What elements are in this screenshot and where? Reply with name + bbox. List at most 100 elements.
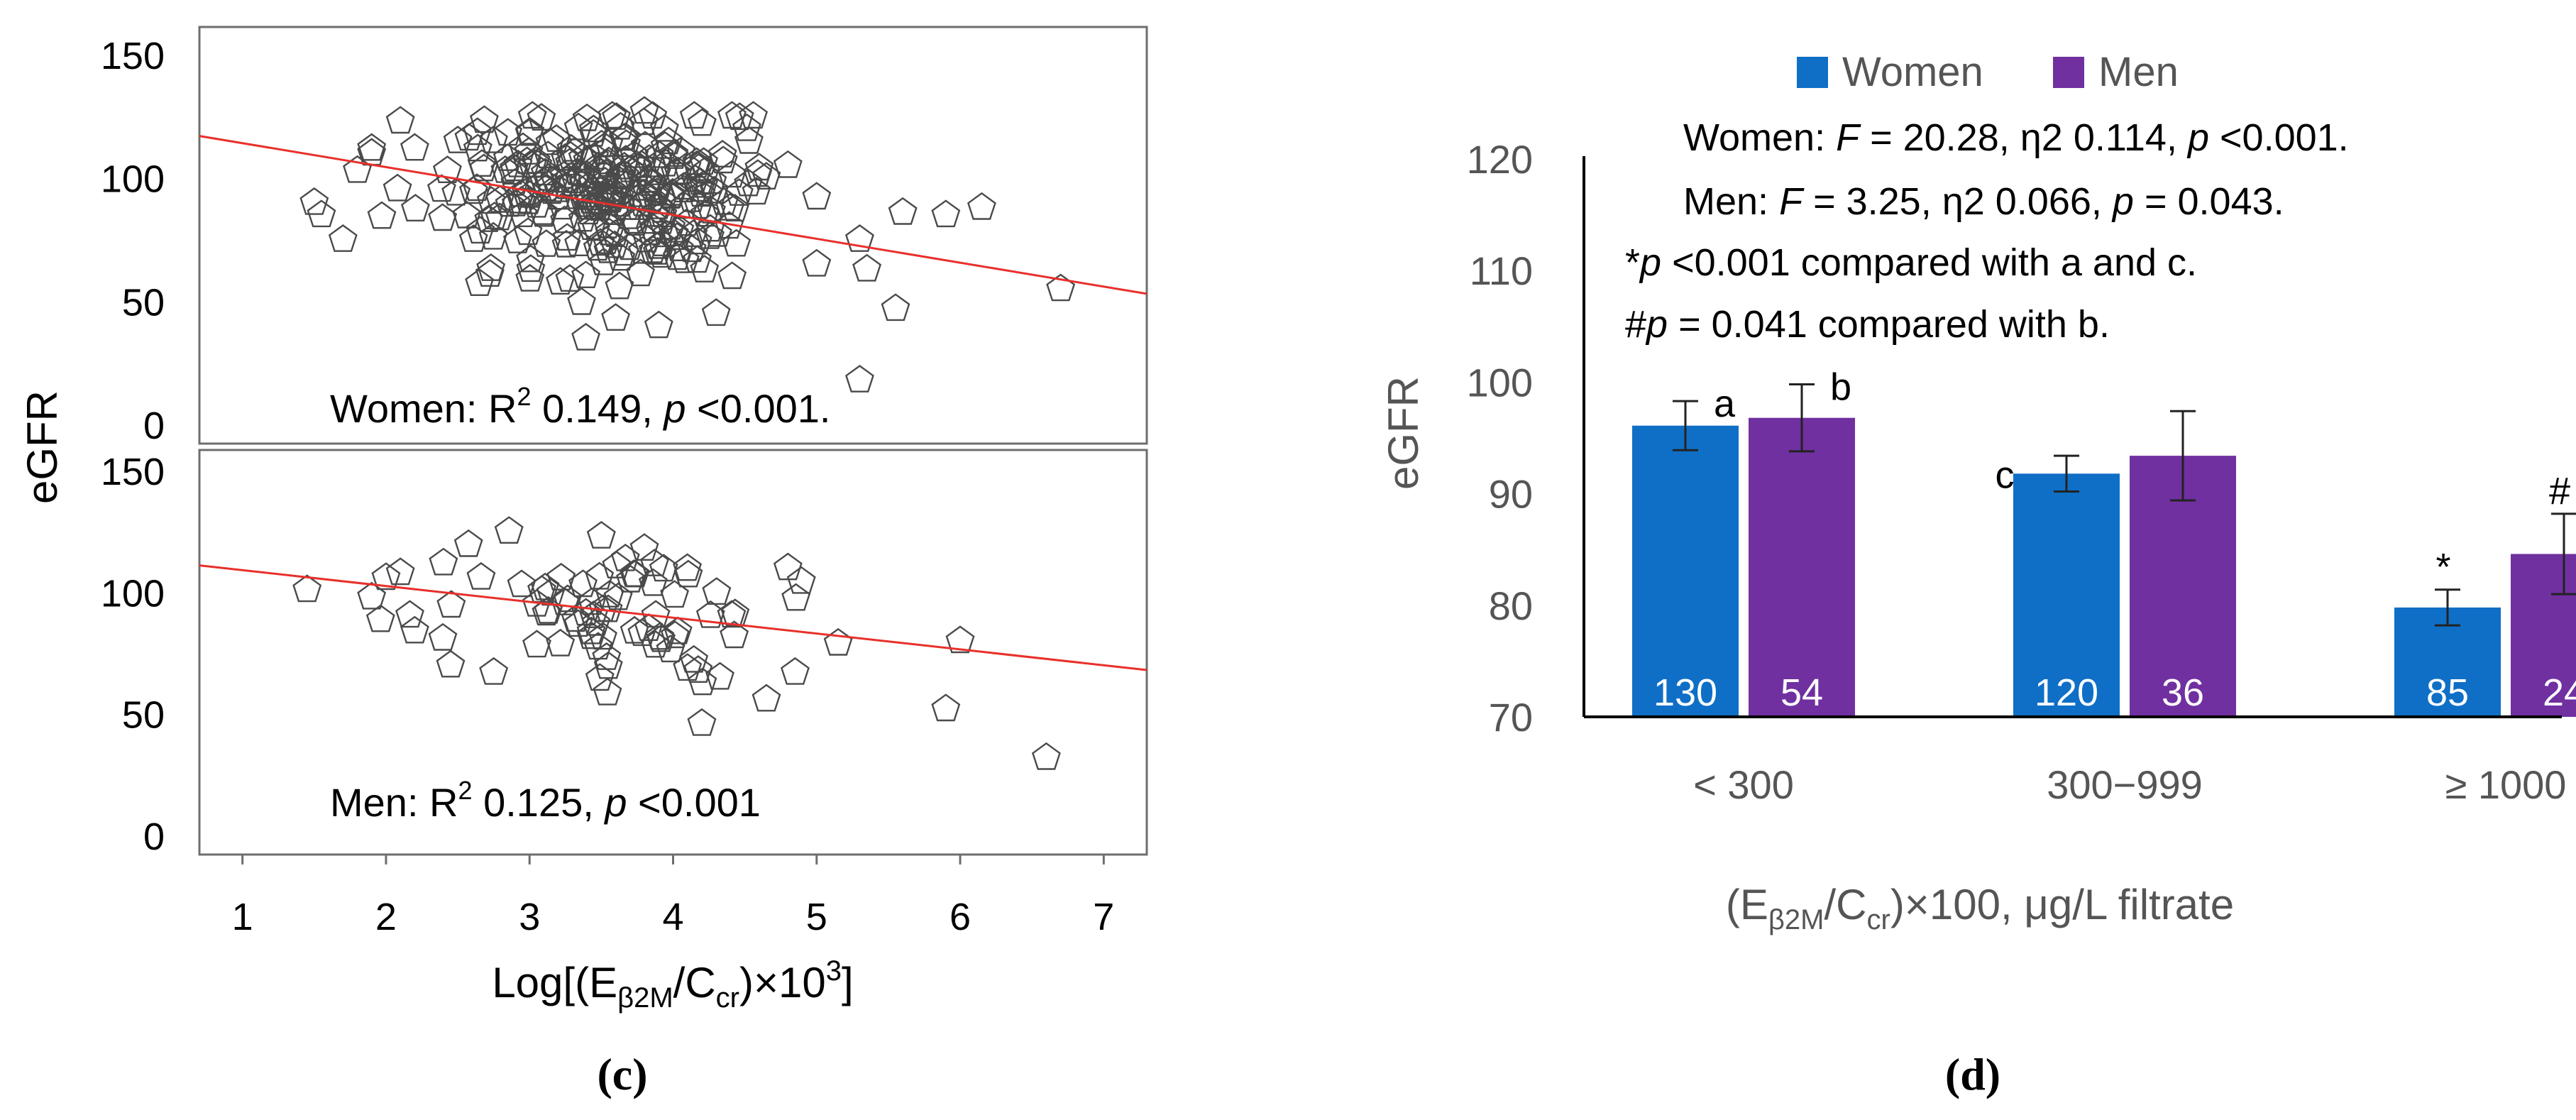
scatter-men-point [428,622,458,651]
scatter-women-point [452,200,482,229]
bar-panel-d: Women Men Women: F = 20.28, η2 0.114, p … [1380,49,2576,1099]
scatter-women-point [556,133,586,162]
scatter-women-point [679,101,709,129]
scatter-women-regression-line [199,135,1147,295]
bar-xlabel-post: )×100, μg/L filtrate [1890,881,2234,928]
scatter-men-subplot: 0 50 100 150 Men: R2 0.125, p <0.001 [101,449,1148,858]
scatter-women-point [458,224,488,252]
scatter-women-point [662,222,692,251]
scatter-women-annotation-sup: 2 [517,382,531,411]
scatter-men-point [588,622,617,650]
scatter-women-point [522,190,551,218]
scatter-men-point [683,655,713,683]
bar-y-ticks: 70 80 90 100 110 120 [1467,137,1533,740]
scatter-women-point [605,271,634,300]
scatter-men-point [585,663,615,691]
scatter-women-point [686,174,715,202]
scatter-men-point [371,562,401,591]
scatter-men-point [546,628,576,657]
scatter-women-point [508,132,538,160]
scatter-women-y-tick-label: 150 [101,35,165,77]
scatter-men-point [550,588,580,615]
scatter-men-point [663,616,693,644]
scatter-women-point [385,106,415,134]
scatter-women-point [593,187,623,216]
scatter-women-point [698,166,727,194]
scatter-men-point [546,563,576,591]
scatter-y-axis-label: eGFR [18,390,66,504]
scatter-women-point [543,182,573,210]
scatter-women-point [328,224,358,252]
scatter-women-point [469,105,499,133]
scatter-men-point [780,657,810,685]
scatter-women-point [476,253,506,281]
scatter-x-tick-label: 2 [375,896,397,938]
scatter-men-point [688,667,717,696]
scatter-men-point [646,624,676,652]
scatter-men-point [593,651,623,679]
scatter-men-point [400,615,429,644]
scatter-x-tick-label: 1 [232,896,253,938]
scatter-men-point [638,568,668,596]
scatter-women-point [307,199,336,228]
scatter-women-point [517,101,547,129]
scatter-men-point [695,600,725,628]
scatter-women-point [677,234,707,263]
scatter-women-point [515,263,545,292]
scatter-women-point [357,133,387,161]
scatter-men-regression-line [199,564,1147,671]
scatter-women-point [465,268,495,296]
bar-y-axis-label: eGFR [1380,376,1427,490]
scatter-women-point [695,221,725,249]
scatter-men-point [673,553,703,581]
scatter-men-point [1031,742,1061,770]
scatter-men-point [619,559,649,587]
scatter-women-point [516,244,546,273]
scatter-women-point [715,211,744,239]
scatter-women-annotation: Women: R2 0.149, p <0.001. [330,382,830,431]
scatter-women-point [700,175,730,204]
stats-women-post: = 20.28, η2 0.114, [1859,116,2188,159]
scatter-men-point [507,569,536,598]
scatter-men-point [494,516,524,544]
scatter-men-point [660,580,690,608]
scatter-x-tick-label: 5 [806,896,827,938]
scatter-women-point [490,155,520,183]
scatter-women-point [720,194,750,221]
bar-men-0 [1749,417,1855,717]
scatter-men-point [586,521,616,549]
scatter-men-point [522,630,551,658]
scatter-women-point [631,172,661,201]
scatter-men-point [720,620,749,649]
scatter-men-point [602,551,632,578]
bar-y-tick-label: 100 [1467,360,1533,405]
panel-label-c: (c) [597,1049,647,1099]
scatter-men-point [673,559,703,588]
scatter-men-point [620,615,649,644]
scatter-women-point [583,155,612,184]
scatter-women-point [478,125,508,153]
bar-men-n-label: 24 [2543,671,2576,714]
scatter-women-point [467,149,497,177]
bar-men-significance-label: b [1830,366,1851,409]
scatter-women-point [515,116,545,145]
scatter-women-point [687,108,717,136]
scatter-women-point [626,258,656,287]
scatter-women-point [579,192,608,220]
stats-note-1-post: <0.001 compared with a and c. [1661,241,2197,284]
bar-men-significance-label: # [2549,470,2570,512]
scatter-women-point [540,165,570,193]
scatter-xlabel-sub2: cr [716,982,739,1014]
scatter-women-point [644,310,673,339]
legend-women-swatch [1797,57,1828,88]
scatter-men-point [645,622,675,650]
scatter-women-point [551,229,581,258]
scatter-men-annotation-p: p [603,780,627,825]
bar-x-axis-label: (Eβ2M/Ccr)×100, μg/L filtrate [1726,881,2234,935]
bar-women-significance-label: c [1996,454,2015,496]
bar-xlabel-sub1: β2M [1768,904,1824,935]
scatter-women-point [852,253,882,282]
stats-women: Women: F = 20.28, η2 0.114, p <0.001. [1683,116,2349,159]
scatter-men-point [429,547,458,576]
